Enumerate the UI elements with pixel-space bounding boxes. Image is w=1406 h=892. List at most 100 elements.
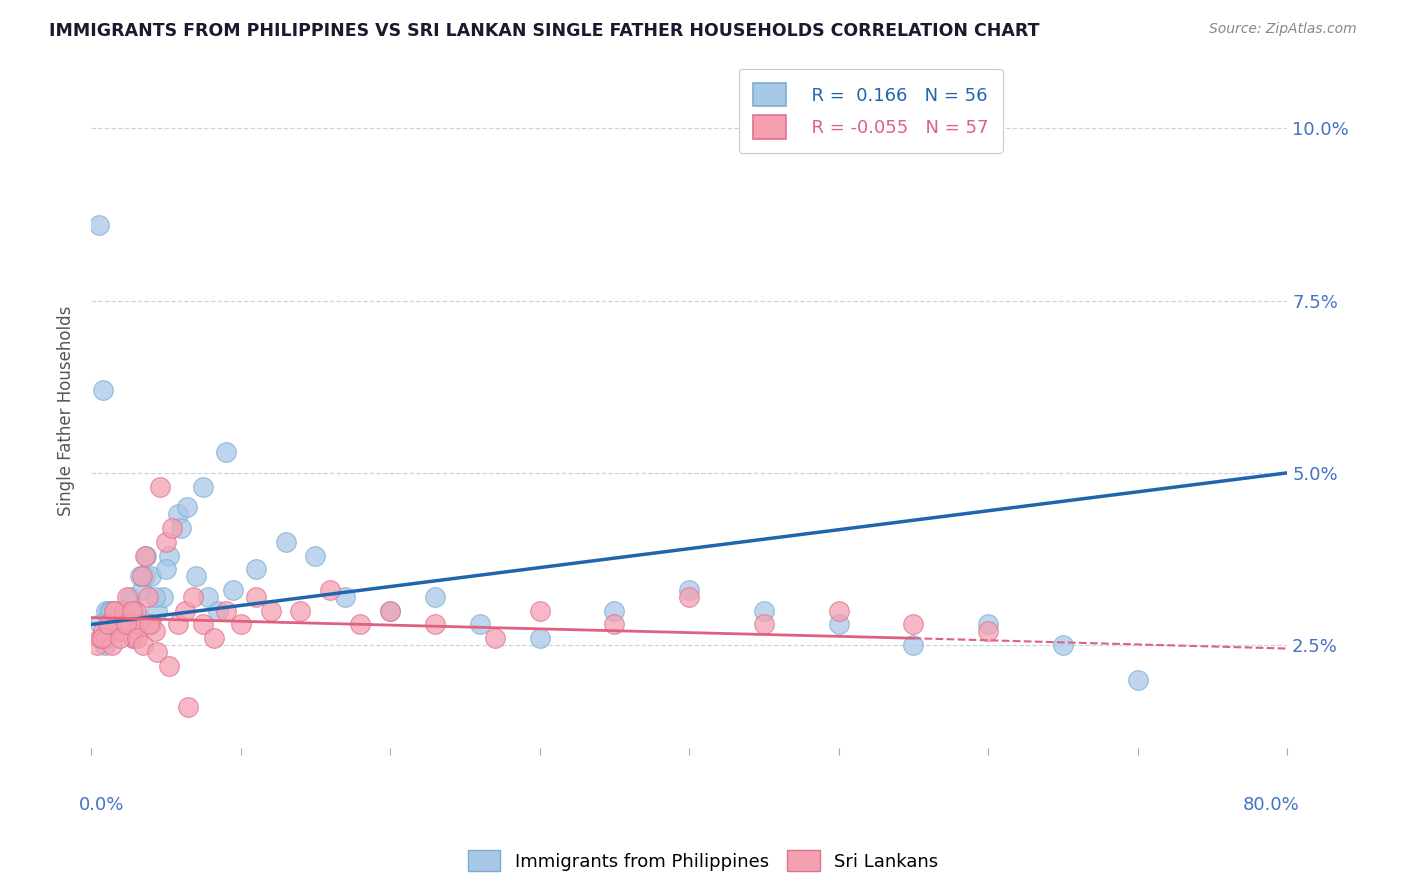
Point [752,617,775,632]
Point [603,604,626,618]
Point [155,534,177,549]
Point [145,624,167,639]
Point [118,617,141,632]
Point [752,604,775,618]
Point [157,658,180,673]
Point [90,632,112,646]
Point [114,617,136,632]
Point [139,569,162,583]
Point [134,549,156,563]
Point [97,617,120,632]
Point [134,569,156,583]
Point [1126,673,1149,687]
Point [181,590,204,604]
Point [229,617,252,632]
Point [111,617,134,632]
Point [197,590,219,604]
Point [136,590,159,604]
Point [146,604,169,618]
Point [94,604,117,618]
Point [107,617,129,632]
Point [380,604,402,618]
Point [115,590,138,604]
Point [380,604,402,618]
Point [152,590,174,604]
Point [468,617,491,632]
Point [177,700,200,714]
Point [167,617,190,632]
Point [121,604,143,618]
Point [86,638,108,652]
Point [157,549,180,563]
Point [160,521,183,535]
Point [89,617,111,632]
Point [977,624,1000,639]
Point [139,617,162,632]
Point [138,617,160,632]
Point [110,604,132,618]
Point [828,617,851,632]
Text: 80.0%: 80.0% [1243,796,1299,814]
Point [131,582,153,597]
Point [108,632,131,646]
Point [87,218,110,232]
Text: 0.0%: 0.0% [79,796,125,814]
Point [122,632,145,646]
Point [423,617,446,632]
Point [167,507,190,521]
Point [135,549,157,563]
Point [127,632,149,646]
Point [124,610,146,624]
Point [128,617,150,632]
Point [423,590,446,604]
Point [98,604,121,618]
Point [110,624,132,639]
Point [903,638,925,652]
Point [149,480,172,494]
Point [101,617,124,632]
Point [1052,638,1074,652]
Point [112,604,135,618]
Point [207,604,229,618]
Point [155,562,177,576]
Point [131,569,153,583]
Point [107,617,129,632]
Point [91,383,114,397]
Point [274,534,297,549]
Text: IMMIGRANTS FROM PHILIPPINES VS SRI LANKAN SINGLE FATHER HOUSEHOLDS CORRELATION C: IMMIGRANTS FROM PHILIPPINES VS SRI LANKA… [49,22,1039,40]
Point [89,632,111,646]
Point [93,638,115,652]
Point [94,632,117,646]
Point [174,604,197,618]
Point [115,624,138,639]
Text: Source: ZipAtlas.com: Source: ZipAtlas.com [1209,22,1357,37]
Point [193,480,215,494]
Point [290,604,312,618]
Point [117,604,139,618]
Point [202,632,225,646]
Point [176,500,198,515]
Point [184,569,207,583]
Point [125,604,148,618]
Point [145,590,167,604]
Point [193,617,215,632]
Point [245,562,267,576]
Point [678,590,700,604]
Point [125,604,148,618]
Point [245,590,267,604]
Point [977,617,1000,632]
Point [91,624,114,639]
Point [103,604,125,618]
Point [259,604,281,618]
Point [105,624,128,639]
Point [319,582,342,597]
Point [529,604,551,618]
Point [132,638,155,652]
Point [678,582,700,597]
Legend:   R =  0.166   N = 56,   R = -0.055   N = 57: R = 0.166 N = 56, R = -0.055 N = 57 [738,69,1002,153]
Point [112,610,135,624]
Point [903,617,925,632]
Point [335,590,357,604]
Point [104,604,127,618]
Point [484,632,506,646]
